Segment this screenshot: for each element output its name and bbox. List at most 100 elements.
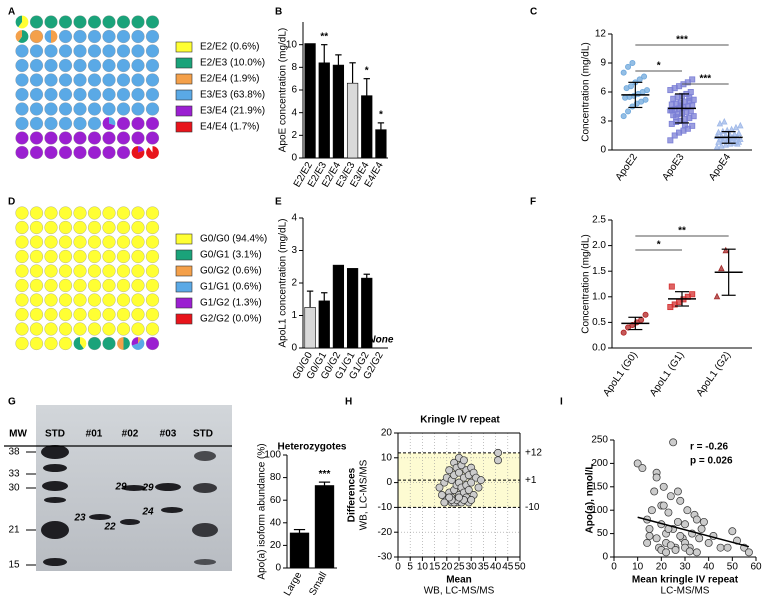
waffle-dot-part <box>146 146 159 159</box>
mw-marker: 30 <box>8 483 20 494</box>
y-tick-label: 2.5 <box>592 215 606 226</box>
waffle-dot <box>102 278 116 293</box>
y-axis-title: Apo(a), nmol/L <box>585 464 596 534</box>
reference-label: -10 <box>525 502 540 513</box>
point <box>625 108 632 115</box>
x-axis-title: Mean <box>446 575 472 586</box>
waffle-dot <box>73 264 87 278</box>
waffle-dot <box>87 58 102 73</box>
panel-label: B <box>275 7 282 18</box>
waffle-dot <box>102 264 116 278</box>
waffle-dot <box>116 131 131 145</box>
waffle-dot <box>15 293 29 307</box>
lane-label: #02 <box>122 429 139 440</box>
point <box>695 534 704 543</box>
waffle-dot-part <box>44 30 51 43</box>
lane-label: STD <box>45 429 65 440</box>
waffle-dot <box>145 116 160 131</box>
waffle-dot <box>58 322 73 336</box>
waffle-dot <box>29 145 44 160</box>
band <box>42 481 68 491</box>
waffle-dot <box>87 116 102 131</box>
x-tick-label: 50 <box>514 562 526 573</box>
panel-label: H <box>345 397 352 408</box>
waffle-dot <box>44 87 58 102</box>
y-tick-label: 6 <box>291 85 297 96</box>
point <box>666 541 675 550</box>
point <box>735 129 743 137</box>
waffle-dot <box>145 87 160 102</box>
point <box>716 119 724 127</box>
band-label: 29 <box>114 482 127 493</box>
waffle-dot-part <box>109 117 116 126</box>
waffle-dot <box>73 307 87 322</box>
y-tick-label: 0 <box>275 563 281 574</box>
band <box>41 445 69 459</box>
waffle-dot <box>15 116 29 131</box>
mw-marker: 38 <box>8 447 20 458</box>
y-tick-label: 0 <box>291 153 297 164</box>
point <box>494 456 502 465</box>
waffle-dot <box>87 220 102 235</box>
legend-swatch <box>175 313 193 325</box>
point <box>699 517 708 526</box>
point <box>645 531 654 540</box>
point <box>474 483 483 492</box>
waffle-dot <box>131 102 145 116</box>
point <box>494 448 502 457</box>
point <box>638 316 645 323</box>
waffle-dot-part <box>15 30 22 42</box>
y-tick-label: 4 <box>291 107 297 118</box>
point <box>652 473 661 482</box>
waffle-dot <box>145 235 160 249</box>
point <box>728 527 737 536</box>
waffle-dot <box>15 249 29 264</box>
y-tick-label: 200 <box>591 458 608 469</box>
waffle-dot <box>58 336 73 351</box>
x-tick-label: 40 <box>703 562 715 573</box>
waffle-dot <box>58 249 73 264</box>
waffle-dot <box>29 44 44 58</box>
y-tick-label: 9 <box>600 58 606 69</box>
waffle-dot <box>58 116 73 131</box>
waffle-dot <box>116 322 131 336</box>
legend-swatch <box>175 121 193 133</box>
waffle-dot <box>87 336 102 351</box>
waffle-dot <box>116 73 131 87</box>
annotation: *** <box>319 469 331 480</box>
point <box>642 96 649 103</box>
waffle-dot-part <box>51 30 58 43</box>
waffle-dot <box>73 206 87 220</box>
x-axis-subtitle: LC-MS/MS <box>661 586 710 597</box>
legend-swatch <box>175 57 193 69</box>
waffle-dot <box>116 220 131 235</box>
point <box>467 478 476 487</box>
waffle-dot-part <box>131 146 145 159</box>
waffle-dot-part <box>138 146 145 153</box>
reference-label: +1 <box>525 475 537 486</box>
bar <box>332 264 345 349</box>
waffle-dot-part <box>80 337 87 349</box>
point <box>692 548 701 557</box>
y-axis-title: WB, LC-MS/MS <box>359 459 370 530</box>
waffle-dot <box>15 278 29 293</box>
waffle-dot <box>102 293 116 307</box>
waffle-dot <box>73 29 87 44</box>
waffle-dot <box>15 145 29 160</box>
point <box>681 520 689 529</box>
mw-label: MW <box>9 429 27 440</box>
waffle-dot <box>102 73 116 87</box>
band <box>161 507 183 513</box>
waffle-dot <box>87 15 102 29</box>
band <box>44 497 66 503</box>
waffle-dot <box>102 220 116 235</box>
waffle-dot <box>87 131 102 145</box>
y-tick-label: 2.0 <box>592 240 606 251</box>
waffle-dot <box>15 58 29 73</box>
point <box>687 89 694 96</box>
y-tick-label: 20 <box>381 428 393 439</box>
waffle-dot <box>131 322 145 336</box>
y-axis-title: Concentration (mg/dL) <box>581 234 592 334</box>
point <box>620 329 627 336</box>
